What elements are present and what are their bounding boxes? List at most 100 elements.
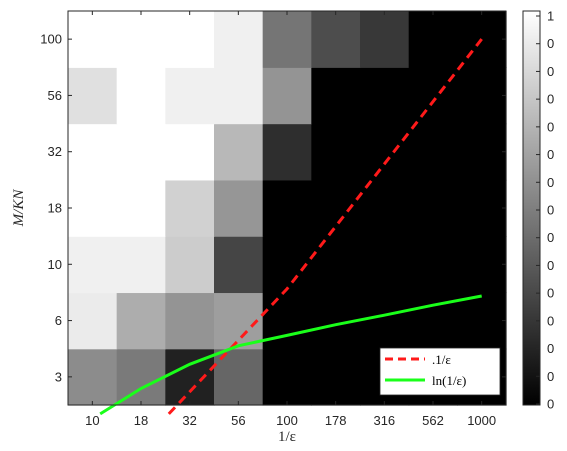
heatmap-cell bbox=[262, 123, 312, 181]
heatmap-cell bbox=[68, 123, 118, 181]
heatmap-cell bbox=[262, 292, 312, 350]
colorbar-tick-label: 0 bbox=[547, 92, 554, 107]
legend-entry-1: .1/ε bbox=[432, 352, 451, 367]
heatmap-cell bbox=[165, 236, 215, 294]
colorbar-tick-label: 0 bbox=[547, 258, 554, 273]
colorbar-tick-label: 0 bbox=[547, 147, 554, 162]
colorbar-tick-label: 0 bbox=[547, 64, 554, 79]
heatmap-cell bbox=[311, 11, 361, 68]
heatmap-cell bbox=[214, 179, 264, 237]
heatmap-cell bbox=[262, 179, 312, 237]
heatmap-cell bbox=[360, 123, 410, 181]
x-axis-title: 1/ε bbox=[278, 429, 296, 445]
heatmap-cell bbox=[116, 348, 166, 406]
x-tick-label: 316 bbox=[373, 413, 395, 428]
heatmap-cells bbox=[68, 11, 507, 406]
curve-layer bbox=[99, 38, 483, 416]
heatmap-cell bbox=[116, 11, 166, 68]
heatmap-cell bbox=[165, 179, 215, 237]
heatmap-cell bbox=[311, 236, 361, 294]
y-axis-ticks: 3 6 10 18 32 56 100 bbox=[40, 32, 506, 384]
colorbar-tick-label: 0 bbox=[547, 313, 554, 328]
heatmap-cell bbox=[214, 236, 264, 294]
y-tick-label: 100 bbox=[40, 32, 62, 47]
heatmap-cell bbox=[68, 292, 118, 350]
x-tick-label: 32 bbox=[182, 413, 196, 428]
x-tick-label: 178 bbox=[325, 413, 347, 428]
heatmap-cell bbox=[214, 67, 264, 125]
heatmap-cell bbox=[116, 123, 166, 181]
heatmap-cell bbox=[360, 179, 410, 237]
heatmap-cell bbox=[116, 292, 166, 350]
heatmap-cell bbox=[262, 348, 312, 406]
heatmap-cell bbox=[457, 67, 507, 125]
y-tick-label: 18 bbox=[48, 201, 62, 216]
heatmap-cell bbox=[408, 11, 458, 68]
x-tick-label: 1000 bbox=[467, 413, 496, 428]
heatmap-cell bbox=[262, 236, 312, 294]
heatmap-cell bbox=[457, 123, 507, 181]
colorbar: 1 0 0 0 0 0 0 0 0 0 0 0 0 0 0 bbox=[522, 9, 554, 412]
colorbar-tick-label: 0 bbox=[547, 369, 554, 384]
heatmap-cell bbox=[68, 179, 118, 237]
heatmap-cell bbox=[311, 123, 361, 181]
heatmap-cell bbox=[68, 348, 118, 406]
x-axis-ticks: 10 18 32 56 100 178 316 562 1000 bbox=[85, 11, 496, 428]
heatmap-cell bbox=[68, 67, 118, 125]
heatmap-cell bbox=[68, 236, 118, 294]
colorbar-tick-label: 0 bbox=[547, 175, 554, 190]
colorbar-ticks: 1 0 0 0 0 0 0 0 0 0 0 0 0 0 0 bbox=[536, 9, 554, 412]
colorbar-tick-label: 0 bbox=[547, 36, 554, 51]
heatmap-cell bbox=[311, 67, 361, 125]
heatmap-cell bbox=[311, 179, 361, 237]
colorbar-tick-label: 0 bbox=[547, 203, 554, 218]
x-tick-label: 100 bbox=[276, 413, 298, 428]
heatmap-cell bbox=[116, 179, 166, 237]
heatmap-cell bbox=[408, 67, 458, 125]
heatmap-cell bbox=[165, 123, 215, 181]
heatmap-cell bbox=[360, 236, 410, 294]
y-axis-title: M/KN bbox=[11, 189, 27, 228]
heatmap-cell bbox=[68, 11, 118, 68]
heatmap-cell bbox=[408, 123, 458, 181]
heatmap-cell bbox=[408, 179, 458, 237]
heatmap-cell bbox=[116, 236, 166, 294]
colorbar-tick-label: 0 bbox=[547, 397, 554, 412]
heatmap-cell bbox=[116, 67, 166, 125]
heatmap-cell bbox=[311, 348, 361, 406]
series-line-2 bbox=[99, 294, 482, 416]
colorbar-tick-label: 1 bbox=[547, 9, 554, 24]
heatmap-cell bbox=[165, 292, 215, 350]
colorbar-tick-label: 0 bbox=[547, 230, 554, 245]
legend-box bbox=[379, 347, 501, 396]
x-tick-label: 18 bbox=[134, 413, 148, 428]
heatmap-cell bbox=[457, 236, 507, 294]
colorbar-tick-label: 0 bbox=[547, 341, 554, 356]
y-tick-label: 32 bbox=[48, 144, 62, 159]
heatmap-cell bbox=[457, 292, 507, 350]
heatmap-cell bbox=[360, 67, 410, 125]
heatmap-cell bbox=[165, 67, 215, 125]
legend: .1/ε ln(1/ε) bbox=[379, 347, 501, 396]
colorbar-tick-label: 0 bbox=[547, 119, 554, 134]
heatmap-cell bbox=[360, 11, 410, 68]
legend-entry-2: ln(1/ε) bbox=[432, 373, 466, 388]
y-tick-label: 10 bbox=[48, 257, 62, 272]
colorbar-tick-label: 0 bbox=[547, 286, 554, 301]
heatmap-cell bbox=[262, 67, 312, 125]
heatmap-cell bbox=[165, 11, 215, 68]
x-tick-label: 562 bbox=[422, 413, 444, 428]
x-tick-label: 10 bbox=[85, 413, 99, 428]
x-tick-label: 56 bbox=[231, 413, 245, 428]
heatmap-cell bbox=[408, 236, 458, 294]
y-tick-label: 3 bbox=[55, 369, 62, 384]
heatmap-cell bbox=[457, 179, 507, 237]
heatmap-cell bbox=[360, 292, 410, 350]
y-tick-label: 56 bbox=[48, 88, 62, 103]
heatmap-cell bbox=[214, 123, 264, 181]
heatmap-cell bbox=[214, 11, 264, 68]
y-tick-label: 6 bbox=[55, 313, 62, 328]
colorbar-gradient bbox=[522, 10, 541, 406]
series-line-1 bbox=[167, 38, 483, 415]
